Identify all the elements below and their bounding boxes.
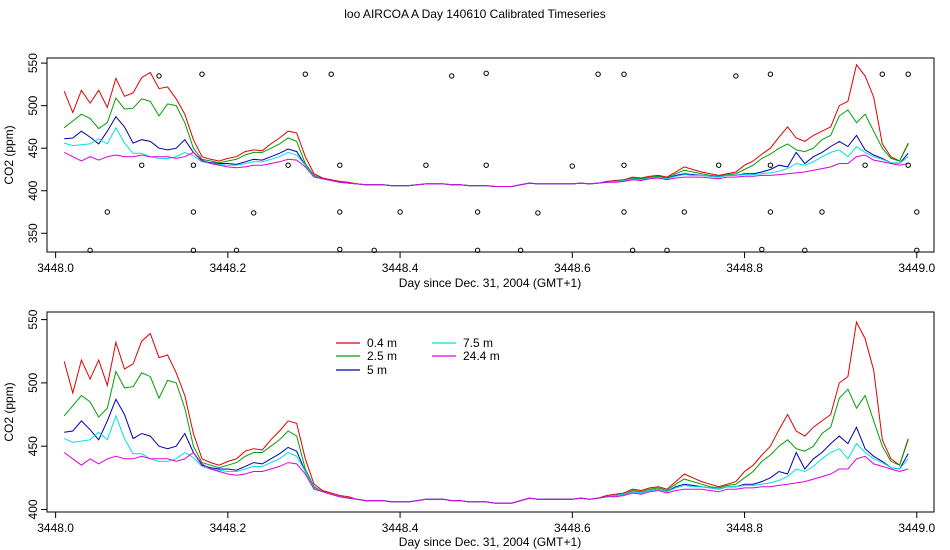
top-marker-point bbox=[629, 247, 636, 254]
top-marker-point bbox=[905, 162, 911, 168]
top-marker-point bbox=[716, 162, 722, 168]
legend-label-7-5m: 7.5 m bbox=[463, 336, 493, 350]
top-marker-point bbox=[190, 162, 197, 168]
bottom-panel: 3448.0 3448.2 3448.4 3448.6 3448.8 3449.0 400 4… bbox=[2, 309, 935, 549]
top-marker-point bbox=[251, 210, 257, 216]
top-marker-point bbox=[397, 209, 403, 215]
bottom-x-tick-label: 3448.6 bbox=[554, 521, 591, 535]
bottom-x-axis-label: Day since Dec. 31, 2004 (GMT+1) bbox=[399, 535, 581, 549]
top-marker-point bbox=[664, 247, 670, 254]
bottom-plot-frame bbox=[46, 311, 935, 513]
top-marker-point bbox=[423, 162, 429, 168]
top-marker-point bbox=[449, 73, 455, 79]
top-x-tick-label: 3448.0 bbox=[37, 261, 74, 275]
top-marker-point bbox=[905, 71, 911, 77]
top-y-axis-label: CO2 (ppm) bbox=[2, 125, 16, 184]
top-x-tick-label: 3448.8 bbox=[726, 261, 763, 275]
top-plot-frame bbox=[46, 57, 935, 253]
top-marker-point bbox=[337, 209, 343, 215]
top-marker-point bbox=[595, 71, 601, 77]
top-marker-point bbox=[517, 247, 524, 254]
top-y-tick-label: 550 bbox=[26, 53, 40, 73]
top-marker-point bbox=[285, 162, 291, 168]
top-marker-point bbox=[190, 209, 197, 215]
top-marker-point bbox=[302, 71, 308, 77]
legend-label-0-4m: 0.4 m bbox=[367, 336, 397, 350]
bottom-series-24-4-m-line bbox=[63, 451, 909, 504]
bottom-y-tick-label: 550 bbox=[26, 309, 40, 329]
top-marker-point bbox=[733, 73, 739, 79]
top-marker-point bbox=[199, 71, 205, 77]
top-series-5-m-line bbox=[64, 115, 909, 187]
top-panel: 3448.0 3448.2 3448.4 3448.6 3448.8 3449.0 350 4… bbox=[2, 53, 935, 290]
top-marker-point bbox=[862, 162, 868, 168]
legend-label-5m: 5 m bbox=[367, 363, 387, 377]
bottom-y-tick-label: 500 bbox=[26, 373, 40, 393]
top-marker-point bbox=[569, 163, 575, 169]
top-series-24-4-m-line bbox=[63, 151, 909, 187]
top-x-tick-label: 3448.6 bbox=[554, 261, 591, 275]
top-y-tick-label: 400 bbox=[26, 180, 40, 200]
bottom-x-tick-label: 3448.8 bbox=[726, 521, 763, 535]
top-marker-point bbox=[621, 71, 627, 77]
top-marker-point bbox=[337, 246, 343, 253]
bottom-x-tick-label: 3448.2 bbox=[209, 521, 246, 535]
top-x-tick-label: 3448.4 bbox=[382, 261, 419, 275]
bottom-plot-axes: 3448.0 3448.2 3448.4 3448.6 3448.8 3449.0 400 4… bbox=[26, 309, 935, 535]
top-marker-point bbox=[474, 209, 481, 215]
top-marker-point bbox=[483, 70, 489, 77]
bottom-x-tick-label: 3449.0 bbox=[898, 521, 935, 535]
top-marker-point bbox=[139, 162, 145, 168]
top-marker-point bbox=[87, 247, 93, 254]
top-marker-point bbox=[474, 247, 481, 254]
top-marker-point bbox=[802, 247, 808, 254]
top-marker-point bbox=[914, 209, 920, 215]
bottom-x-tick-label: 3448.4 bbox=[382, 521, 419, 535]
bottom-plot-marks bbox=[63, 320, 909, 504]
top-x-tick-label: 3449.0 bbox=[898, 261, 935, 275]
top-x-axis-label: Day since Dec. 31, 2004 (GMT+1) bbox=[399, 276, 581, 290]
top-series-2-5-m-line bbox=[63, 96, 909, 187]
top-marker-point bbox=[879, 71, 885, 77]
top-marker-point bbox=[759, 246, 765, 253]
top-plot-axes: 3448.0 3448.2 3448.4 3448.6 3448.8 3449.0 350 4… bbox=[26, 53, 935, 275]
top-marker-point bbox=[156, 73, 162, 79]
top-y-tick-label: 350 bbox=[26, 223, 40, 243]
top-marker-point bbox=[233, 247, 240, 254]
bottom-y-tick-label: 400 bbox=[26, 499, 40, 519]
bottom-y-tick-label: 450 bbox=[26, 436, 40, 456]
legend: 0.4 m 7.5 m 2.5 m 24.4 m 5 m bbox=[336, 336, 500, 377]
legend-label-2-5m: 2.5 m bbox=[367, 349, 397, 363]
top-marker-point bbox=[767, 162, 774, 168]
top-marker-point bbox=[371, 247, 377, 254]
top-marker-point bbox=[328, 71, 334, 77]
bottom-series-2-5-m-line bbox=[63, 370, 909, 504]
top-marker-point bbox=[681, 209, 687, 215]
top-marker-point bbox=[767, 71, 774, 77]
top-y-tick-label: 450 bbox=[26, 138, 40, 158]
top-marker-point bbox=[767, 209, 774, 215]
bottom-x-tick-label: 3448.0 bbox=[37, 521, 74, 535]
bottom-series-7-5-m-line bbox=[63, 414, 909, 504]
top-series-0-4-m-line bbox=[63, 63, 909, 187]
top-marker-point bbox=[819, 209, 825, 215]
page-title: loo AIRCOA A Day 140610 Calibrated Times… bbox=[344, 7, 606, 21]
top-y-tick-label: 500 bbox=[26, 95, 40, 115]
bottom-y-axis-label: CO2 (ppm) bbox=[2, 382, 16, 441]
bottom-series-5-m-line bbox=[64, 398, 909, 504]
top-x-tick-label: 3448.2 bbox=[209, 261, 246, 275]
top-plot-marks bbox=[63, 63, 920, 254]
top-marker-point bbox=[621, 162, 627, 168]
top-marker-point bbox=[190, 247, 197, 254]
top-marker-point bbox=[337, 162, 343, 168]
top-marker-point bbox=[535, 210, 541, 216]
top-series-7-5-m-line bbox=[64, 126, 909, 187]
top-marker-point bbox=[104, 209, 111, 215]
top-marker-point bbox=[483, 162, 489, 168]
legend-label-24-4m: 24.4 m bbox=[463, 349, 500, 363]
top-marker-point bbox=[621, 209, 627, 215]
